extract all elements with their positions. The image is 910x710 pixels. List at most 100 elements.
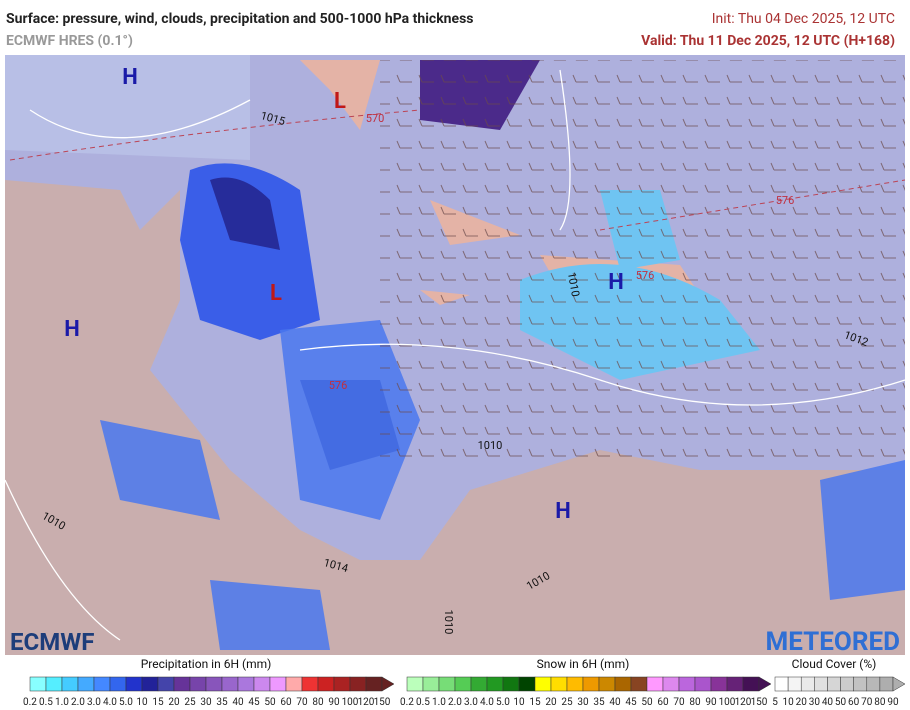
legend-label: 4.0 bbox=[480, 697, 494, 708]
pressure-center: H bbox=[555, 499, 571, 524]
legend-swatch bbox=[422, 676, 440, 692]
wind-barbs bbox=[380, 60, 905, 470]
legend-label: 50 bbox=[641, 697, 653, 708]
legend-label: 120 bbox=[358, 697, 375, 708]
legend-label: 120 bbox=[735, 697, 752, 708]
legend-swatch bbox=[787, 676, 802, 692]
legend-label: 50 bbox=[835, 697, 847, 708]
logo: METEORED bbox=[766, 627, 900, 657]
legend-label: 150 bbox=[751, 697, 768, 708]
legend-label: 40 bbox=[822, 697, 834, 708]
land bbox=[5, 180, 905, 655]
legend-label: 4.0 bbox=[103, 697, 117, 708]
legend-swatch bbox=[406, 676, 424, 692]
pressure-center: L bbox=[334, 89, 346, 114]
legend-swatch bbox=[742, 676, 760, 692]
legend-swatch bbox=[598, 676, 616, 692]
thickness-label: 576 bbox=[636, 269, 655, 282]
cloud-area bbox=[5, 55, 250, 160]
valid: Valid: Thu 11 Dec 2025, 12 UTC (H+168) bbox=[641, 33, 895, 49]
legend-label: 90 bbox=[328, 697, 340, 708]
legend-swatch bbox=[125, 676, 143, 692]
legend-swatch bbox=[840, 676, 854, 692]
legend-swatch bbox=[879, 676, 894, 692]
legend-swatch bbox=[109, 676, 127, 692]
legend-swatch bbox=[45, 676, 63, 692]
legend-label: 25 bbox=[184, 697, 196, 708]
legend-swatch bbox=[317, 676, 335, 692]
legend-swatch bbox=[534, 676, 552, 692]
init: Init: Thu 04 Dec 2025, 12 UTC bbox=[712, 11, 895, 27]
precip-south bbox=[100, 320, 905, 650]
legend-swatch bbox=[486, 676, 504, 692]
legend-swatch bbox=[470, 676, 488, 692]
pressure-center: H bbox=[608, 270, 624, 295]
legend-label: 15 bbox=[152, 697, 164, 708]
legend-swatch bbox=[301, 676, 319, 692]
isobars bbox=[4, 69, 906, 641]
legend-label: 50 bbox=[264, 697, 276, 708]
legend-swatch bbox=[285, 676, 303, 692]
legend-label: 25 bbox=[561, 697, 573, 708]
legend-swatch bbox=[61, 676, 79, 692]
legend-label: 100 bbox=[719, 697, 736, 708]
legend-swatch bbox=[269, 676, 287, 692]
legend-swatch bbox=[582, 676, 600, 692]
legend-label: 90 bbox=[705, 697, 717, 708]
legend-label: 20 bbox=[168, 697, 180, 708]
legend-label: 80 bbox=[689, 697, 701, 708]
legend-swatch bbox=[550, 676, 568, 692]
legend-swatch bbox=[566, 676, 584, 692]
legend-swatch bbox=[866, 676, 881, 692]
legend-swatch bbox=[77, 676, 95, 692]
legend-swatch bbox=[253, 676, 271, 692]
isobar-label: 1010 bbox=[478, 439, 503, 452]
legend-label: 2.0 bbox=[71, 697, 85, 708]
legend-swatch bbox=[814, 676, 828, 692]
legend-label: 60 bbox=[657, 697, 669, 708]
legend-label: 10 bbox=[782, 697, 794, 708]
legend-label: 20 bbox=[545, 697, 557, 708]
legend-label: 150 bbox=[374, 697, 391, 708]
legend-swatch bbox=[853, 676, 868, 692]
legend-swatch bbox=[662, 676, 680, 692]
legend-swatch bbox=[646, 676, 664, 692]
legend-swatch bbox=[141, 676, 159, 692]
legend-title: Snow in 6H (mm) bbox=[537, 657, 630, 671]
legend-swatch bbox=[694, 676, 712, 692]
legend-swatch bbox=[518, 676, 536, 692]
legend-label: 80 bbox=[874, 697, 886, 708]
legend-label: 40 bbox=[232, 697, 244, 708]
legend-label: 5.0 bbox=[496, 697, 510, 708]
legend-label: 5.0 bbox=[119, 697, 133, 708]
pressure-center: H bbox=[64, 317, 80, 342]
legend-swatch bbox=[365, 676, 383, 692]
legend-swatch bbox=[205, 676, 223, 692]
legend-label: 60 bbox=[280, 697, 292, 708]
legend-label: 70 bbox=[861, 697, 873, 708]
legend-swatch bbox=[454, 676, 472, 692]
legend-swatch bbox=[614, 676, 632, 692]
legend-swatch bbox=[29, 676, 47, 692]
model: ECMWF HRES (0.1°) bbox=[6, 33, 133, 49]
legend-swatch bbox=[221, 676, 239, 692]
legend-label: 80 bbox=[312, 697, 324, 708]
legend-label: 3.0 bbox=[464, 697, 478, 708]
legend-label: 2.0 bbox=[448, 697, 462, 708]
legend-label: 45 bbox=[248, 697, 260, 708]
thickness-label: 576 bbox=[776, 194, 795, 207]
legend-swatch bbox=[827, 676, 841, 692]
legend-label: 5 bbox=[772, 697, 778, 708]
legend-label: 70 bbox=[296, 697, 308, 708]
legend-title: Cloud Cover (%) bbox=[792, 657, 877, 671]
isobar-label: 1010 bbox=[442, 610, 455, 635]
legend-label: 0.2 bbox=[23, 697, 37, 708]
legend-label: 3.0 bbox=[87, 697, 101, 708]
legend-arrow bbox=[381, 676, 395, 692]
legend-swatch bbox=[237, 676, 255, 692]
legend-label: 100 bbox=[342, 697, 359, 708]
isobar-label: 1015 bbox=[259, 109, 286, 128]
